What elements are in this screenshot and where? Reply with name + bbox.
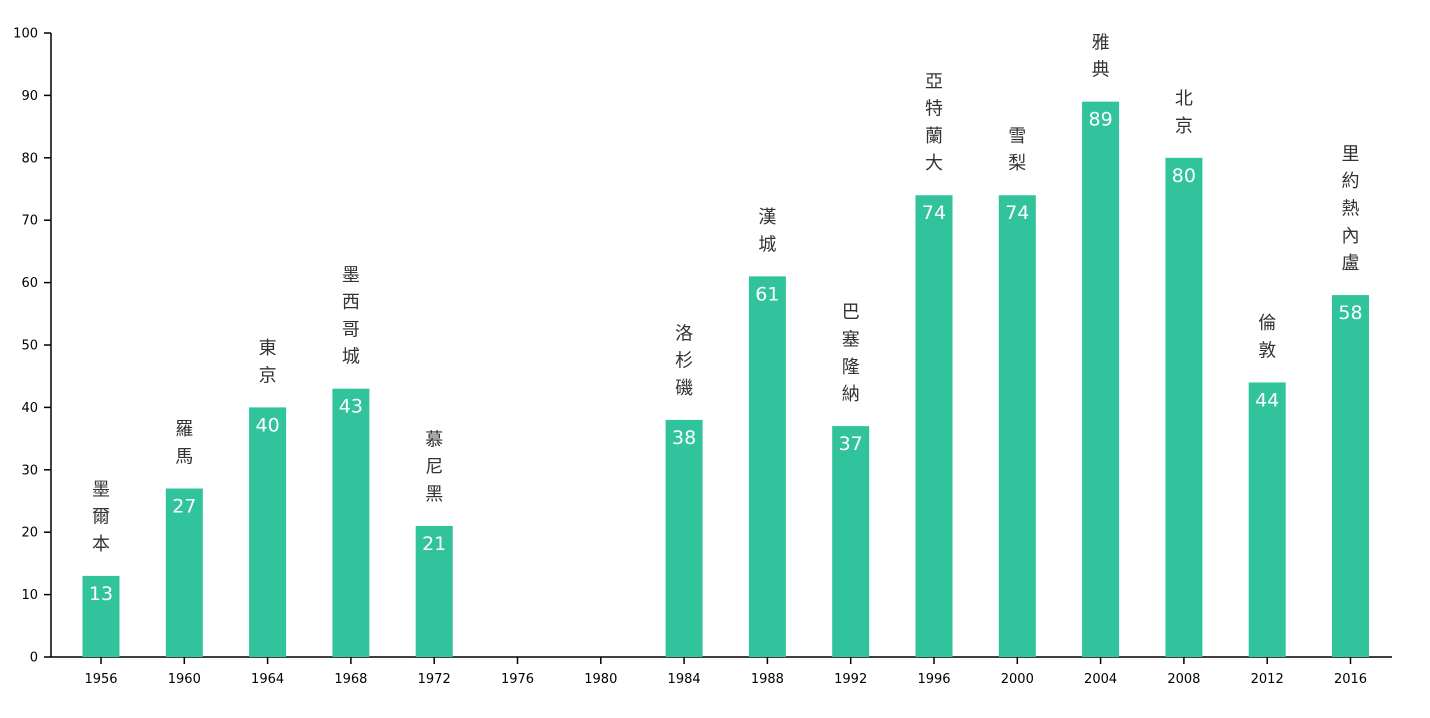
y-tick-label: 50	[21, 339, 38, 354]
city-annotation: 巴塞隆納	[842, 302, 860, 405]
city-annotation: 羅馬	[175, 419, 193, 467]
bar-value-label: 80	[1172, 165, 1196, 187]
city-annotation: 墨西哥城	[342, 265, 360, 368]
x-tick-label: 1984	[668, 672, 701, 687]
city-annotation: 雅典	[1092, 32, 1110, 80]
bar	[915, 195, 953, 658]
city-annotation: 洛杉磯	[675, 323, 693, 399]
bar-value-label: 27	[172, 496, 196, 518]
x-tick-label: 1988	[751, 672, 784, 687]
x-tick-label: 1996	[917, 672, 950, 687]
x-tick-label: 1968	[334, 672, 367, 687]
bar	[1248, 382, 1286, 657]
x-tick-label: 1992	[834, 672, 867, 687]
x-tick-label: 2004	[1084, 672, 1117, 687]
bar-value-label: 40	[256, 414, 280, 436]
city-annotation: 倫敦	[1258, 313, 1276, 361]
x-tick-label: 1976	[501, 672, 534, 687]
bar-value-label: 89	[1089, 109, 1113, 131]
bar	[1082, 101, 1120, 657]
y-tick-label: 100	[13, 27, 38, 42]
x-tick-label: 1980	[584, 672, 617, 687]
bar-value-label: 13	[89, 583, 113, 605]
bar-value-label: 58	[1338, 302, 1362, 324]
y-tick-label: 60	[21, 276, 38, 291]
y-axis: 0 10 20 30 40 50 60 70 80 90 100	[13, 27, 52, 666]
bar	[748, 276, 786, 657]
y-tick-label: 10	[21, 588, 38, 603]
y-tick-label: 20	[21, 526, 38, 541]
bar-value-label: 61	[755, 283, 779, 305]
bars: 13 27 40 43 21 38 61 37 74 74 89 80 44 58	[82, 101, 1369, 658]
x-tick-label: 1960	[168, 672, 201, 687]
bar	[165, 488, 203, 657]
y-tick-label: 80	[21, 151, 38, 166]
bar	[998, 195, 1036, 658]
bar	[832, 426, 870, 657]
y-tick-label: 40	[21, 401, 38, 416]
x-tick-label: 2000	[1001, 672, 1034, 687]
bar	[1165, 157, 1203, 658]
bar	[665, 419, 703, 657]
x-axis: 1956 1960 1964 1968 1972 1976 1980 1984 1988 1992…	[51, 656, 1392, 687]
bar	[415, 525, 453, 657]
bar-value-label: 38	[672, 427, 696, 449]
y-tick-label: 0	[30, 651, 38, 666]
bar-value-label: 74	[1005, 202, 1029, 224]
bar-value-label: 44	[1255, 389, 1279, 411]
bar	[1332, 295, 1369, 657]
x-tick-label: 2016	[1334, 672, 1367, 687]
y-tick-label: 30	[21, 463, 38, 478]
bar	[82, 575, 120, 657]
y-tick-label: 90	[21, 89, 38, 104]
city-annotation: 里約熱內盧	[1342, 144, 1360, 274]
city-annotation: 亞特蘭大	[925, 71, 943, 174]
x-tick-label: 2012	[1251, 672, 1284, 687]
bar-value-label: 74	[922, 202, 946, 224]
x-tick-label: 1964	[251, 672, 284, 687]
bar	[249, 407, 287, 657]
city-annotation: 北京	[1175, 89, 1193, 137]
city-annotation: 墨爾本	[92, 479, 110, 555]
x-tick-label: 2008	[1167, 672, 1200, 687]
x-tick-label: 1972	[418, 672, 451, 687]
bar	[332, 388, 370, 657]
bar-value-label: 21	[422, 533, 446, 555]
city-annotation: 慕尼黑	[425, 429, 443, 505]
bar-value-label: 43	[339, 396, 363, 418]
bar-value-label: 37	[839, 433, 863, 455]
city-annotation: 漢城	[758, 207, 776, 255]
y-tick-label: 70	[21, 214, 38, 229]
city-annotation: 雪梨	[1008, 126, 1026, 174]
city-annotation: 東京	[259, 338, 277, 386]
x-tick-label: 1956	[84, 672, 117, 687]
